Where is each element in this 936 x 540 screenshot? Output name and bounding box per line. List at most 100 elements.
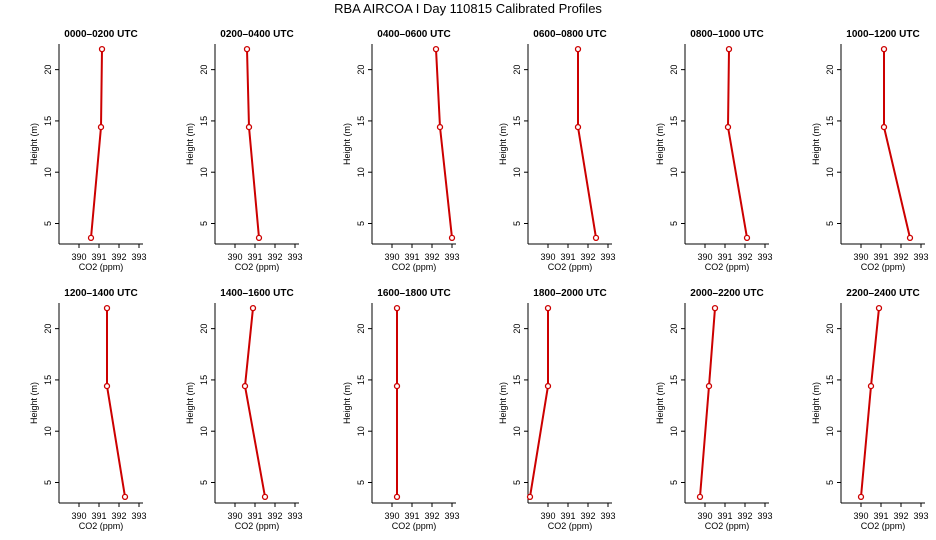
profile-point (592, 234, 600, 241)
profile-point (245, 123, 253, 131)
y-tick-label: 10 (512, 167, 522, 177)
panel-2: 0200–0400 UTC 5 10 15 20 390 391 392 393 CO2 (ppm… (185, 29, 303, 272)
panel-12: 2200–2400 UTC 5 10 15 20 390 391 392 393 CO2 (ppm… (811, 288, 929, 531)
x-tick-label: 392 (111, 511, 126, 521)
y-tick-label: 10 (356, 167, 366, 177)
x-tick-label: 391 (404, 511, 419, 521)
panel-title: 0600–0800 UTC (533, 29, 606, 40)
y-tick-label: 10 (199, 167, 209, 177)
y-axis-label: Height (m) (29, 382, 39, 424)
profile-point (724, 123, 732, 131)
panel-3: 0400–0600 UTC 5 10 15 20 390 391 392 393 CO2 (ppm… (342, 29, 460, 272)
profile-point (875, 304, 883, 312)
y-tick-label: 15 (825, 116, 835, 126)
y-tick-label: 5 (199, 221, 209, 226)
y-tick-label: 5 (669, 480, 679, 485)
profile-point (98, 45, 106, 53)
y-tick-label: 5 (356, 221, 366, 226)
x-tick-label: 392 (267, 511, 282, 521)
profile-point (243, 45, 251, 53)
y-tick-label: 20 (356, 65, 366, 75)
profile-line (577, 49, 597, 239)
x-tick-label: 393 (444, 511, 459, 521)
y-tick-label: 15 (199, 116, 209, 126)
panel-title: 0200–0400 UTC (220, 29, 293, 40)
y-tick-label: 10 (669, 426, 679, 436)
x-axis-label: CO2 (ppm) (392, 521, 437, 531)
x-tick-label: 392 (737, 252, 752, 262)
profile-line (860, 308, 880, 497)
x-tick-label: 390 (853, 252, 868, 262)
x-tick-label: 390 (697, 252, 712, 262)
figure-title: RBA AIRCOA I Day 110815 Calibrated Profi… (334, 1, 602, 16)
x-axis-label: CO2 (ppm) (79, 262, 124, 272)
x-axis-label: CO2 (ppm) (79, 521, 124, 531)
y-tick-label: 5 (825, 480, 835, 485)
profile-point (857, 493, 865, 500)
y-axis-label: Height (m) (498, 382, 508, 424)
y-tick-label: 5 (512, 221, 522, 226)
profile-line (106, 308, 126, 498)
profile-point (393, 304, 401, 312)
y-axis-label: Height (m) (811, 123, 821, 165)
profile-point (725, 45, 733, 53)
y-tick-label: 10 (825, 426, 835, 436)
profile-point (103, 304, 111, 312)
x-tick-label: 392 (737, 511, 752, 521)
y-tick-label: 5 (356, 480, 366, 485)
panel-title: 0400–0600 UTC (377, 29, 450, 40)
y-tick-label: 5 (669, 221, 679, 226)
y-axis-label: Height (m) (655, 382, 665, 424)
profile-point (574, 45, 582, 53)
profile-line (726, 49, 748, 239)
y-axis-label: Height (m) (655, 123, 665, 165)
y-tick-label: 20 (669, 324, 679, 334)
y-tick-label: 20 (825, 65, 835, 75)
profile-point (880, 45, 888, 53)
x-tick-label: 391 (560, 252, 575, 262)
x-tick-label: 391 (91, 511, 106, 521)
panel-title: 1400–1600 UTC (220, 288, 293, 299)
y-tick-label: 15 (512, 116, 522, 126)
y-tick-label: 10 (356, 426, 366, 436)
x-tick-label: 393 (131, 252, 146, 262)
y-tick-label: 10 (512, 426, 522, 436)
y-axis-label: Height (m) (811, 382, 821, 424)
panel-title: 1000–1200 UTC (846, 29, 919, 40)
y-tick-label: 15 (512, 375, 522, 385)
x-tick-label: 391 (717, 511, 732, 521)
x-axis-label: CO2 (ppm) (705, 521, 750, 531)
y-tick-label: 10 (825, 167, 835, 177)
profile-point (696, 493, 704, 500)
x-tick-label: 393 (600, 511, 615, 521)
profile-point (544, 304, 552, 312)
profile-line (883, 49, 911, 239)
x-axis-label: CO2 (ppm) (861, 262, 906, 272)
y-tick-label: 5 (43, 480, 53, 485)
profile-point (711, 304, 719, 312)
x-tick-label: 391 (873, 252, 888, 262)
y-tick-label: 20 (512, 324, 522, 334)
y-tick-label: 10 (43, 167, 53, 177)
y-tick-label: 20 (669, 65, 679, 75)
x-tick-label: 392 (580, 252, 595, 262)
x-tick-label: 390 (71, 511, 86, 521)
y-tick-label: 20 (512, 65, 522, 75)
x-tick-label: 392 (893, 252, 908, 262)
x-tick-label: 393 (600, 252, 615, 262)
panel-6: 1000–1200 UTC 5 10 15 20 390 391 392 393 CO2 (ppm… (811, 29, 929, 272)
y-axis-label: Height (m) (342, 123, 352, 165)
x-tick-label: 391 (247, 252, 262, 262)
x-tick-label: 392 (424, 252, 439, 262)
x-tick-label: 390 (227, 252, 242, 262)
x-tick-label: 391 (873, 511, 888, 521)
x-tick-label: 393 (913, 511, 928, 521)
x-tick-label: 392 (111, 252, 126, 262)
y-tick-label: 5 (825, 221, 835, 226)
y-axis-label: Height (m) (185, 382, 195, 424)
panel-10: 1800–2000 UTC 5 10 15 20 390 391 392 393 CO2 (ppm… (498, 288, 616, 531)
panel-title: 1200–1400 UTC (64, 288, 137, 299)
profile-point (261, 493, 269, 500)
profile-line (243, 308, 266, 498)
y-tick-label: 15 (356, 116, 366, 126)
